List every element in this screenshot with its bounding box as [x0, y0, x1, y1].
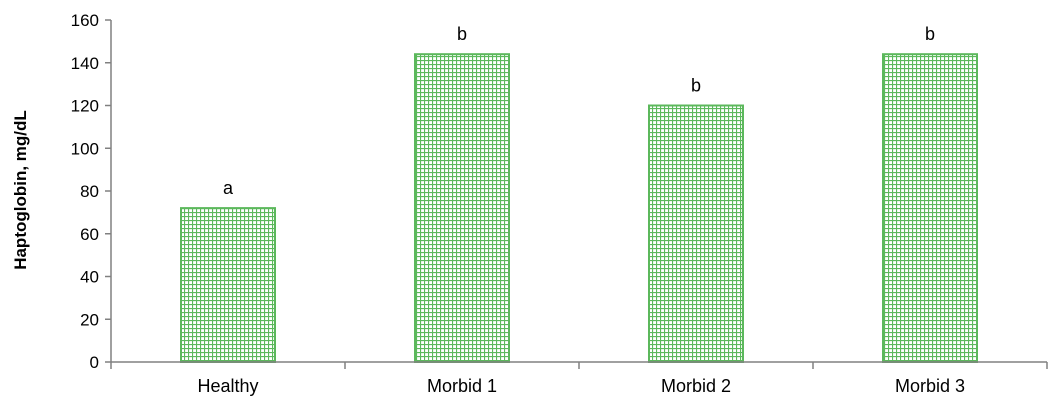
y-tick-label: 60 — [80, 225, 99, 244]
x-axis-ticks — [110, 362, 1048, 369]
significance-label: a — [223, 178, 234, 198]
x-category-label: Morbid 2 — [661, 376, 731, 396]
bar-healthy — [180, 207, 276, 363]
y-tick-label: 160 — [71, 11, 99, 30]
x-category-label: Healthy — [197, 376, 258, 396]
y-tick-label: 120 — [71, 97, 99, 116]
bar-morbid-1 — [414, 53, 510, 363]
bar-morbid-2 — [648, 104, 744, 363]
y-axis-title: Haptoglobin, mg/dL — [11, 110, 30, 270]
category-labels: Healthy Morbid 1 Morbid 2 Morbid 3 — [197, 376, 965, 396]
significance-label: b — [925, 24, 935, 44]
y-tick-label: 140 — [71, 54, 99, 73]
significance-label: b — [691, 76, 701, 96]
significance-label: b — [457, 24, 467, 44]
y-tick-label: 40 — [80, 268, 99, 287]
y-tick-label: 100 — [71, 139, 99, 158]
bars — [180, 53, 978, 363]
bar-morbid-3 — [882, 53, 978, 363]
y-tick-label: 0 — [90, 353, 99, 372]
x-category-label: Morbid 1 — [427, 376, 497, 396]
y-tick-label: 80 — [80, 182, 99, 201]
significance-labels: a b b b — [223, 24, 935, 198]
x-category-label: Morbid 3 — [895, 376, 965, 396]
y-tick-label: 20 — [80, 310, 99, 329]
y-axis-ticks: 0 20 40 60 80 100 120 140 160 — [71, 11, 111, 372]
